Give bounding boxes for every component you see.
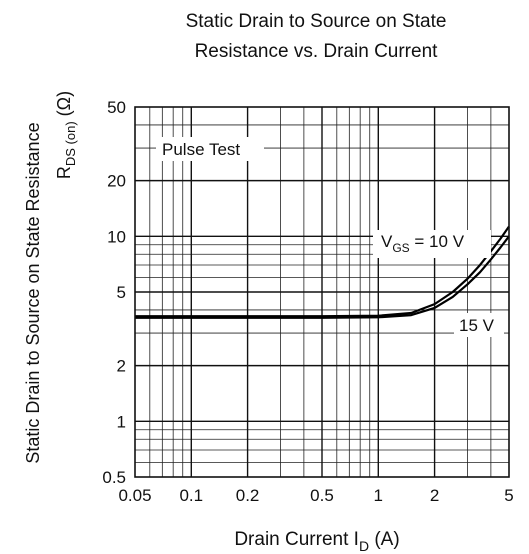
x-tick-labels: 0.05 0.1 0.2 0.5 1 2 5 [118,486,513,505]
series-label-vgs-main: V [381,232,393,251]
y-tick-labels: 0.5 1 2 5 10 20 50 [102,98,126,487]
series-label-vgs-sub: GS [392,241,409,255]
series-label-vgs-rest: = 10 V [410,232,465,251]
series-label-vgs-10v: VGS = 10 V [381,232,465,255]
chart-title-line-2: Resistance vs. Drain Current [195,41,439,62]
15v-label-bg [454,313,504,337]
chart-title-line-1: Static Drain to Source on State [186,11,447,32]
y-tick-label: 2 [117,357,126,376]
y-tick-label: 5 [117,283,126,302]
series-label-15v: 15 V [459,316,495,335]
y-axis-label-line-2: RDS (on) (Ω) [54,91,78,179]
y-tick-label: 50 [107,98,126,117]
x-tick-label: 0.05 [118,486,151,505]
x-tick-label: 0.1 [179,486,203,505]
x-axis-label: Drain Current ID (A) [234,529,399,554]
pulse-test-label-bg [156,137,264,161]
major-gridlines [135,107,509,477]
series-lines [135,225,510,319]
series-line-vgs-10v [135,225,510,318]
plot-frame [134,106,510,478]
y-axis-label-unit: (Ω) [54,91,74,121]
x-tick-label: 0.5 [310,486,334,505]
pulse-test-annotation: Pulse Test [162,140,240,159]
y-tick-label: 1 [117,412,126,431]
series-line-15v [135,235,510,319]
x-tick-label: 1 [374,486,383,505]
x-tick-label: 2 [430,486,439,505]
y-axis-label-main: R [54,166,74,179]
y-axis-label-sub: DS (on) [63,121,78,166]
x-axis-label-sub: D [359,538,369,554]
x-tick-label: 5 [504,486,513,505]
x-tick-label: 0.2 [236,486,260,505]
y-tick-label: 0.5 [102,468,126,487]
y-tick-label: 20 [107,172,126,191]
x-axis-label-unit: (A) [369,529,400,550]
y-axis-label-line-1: Static Drain to Source on State Resistan… [23,122,43,463]
vgs-label-bg [373,230,491,258]
y-tick-label: 10 [107,227,126,246]
x-axis-label-main: Drain Current I [234,529,359,550]
